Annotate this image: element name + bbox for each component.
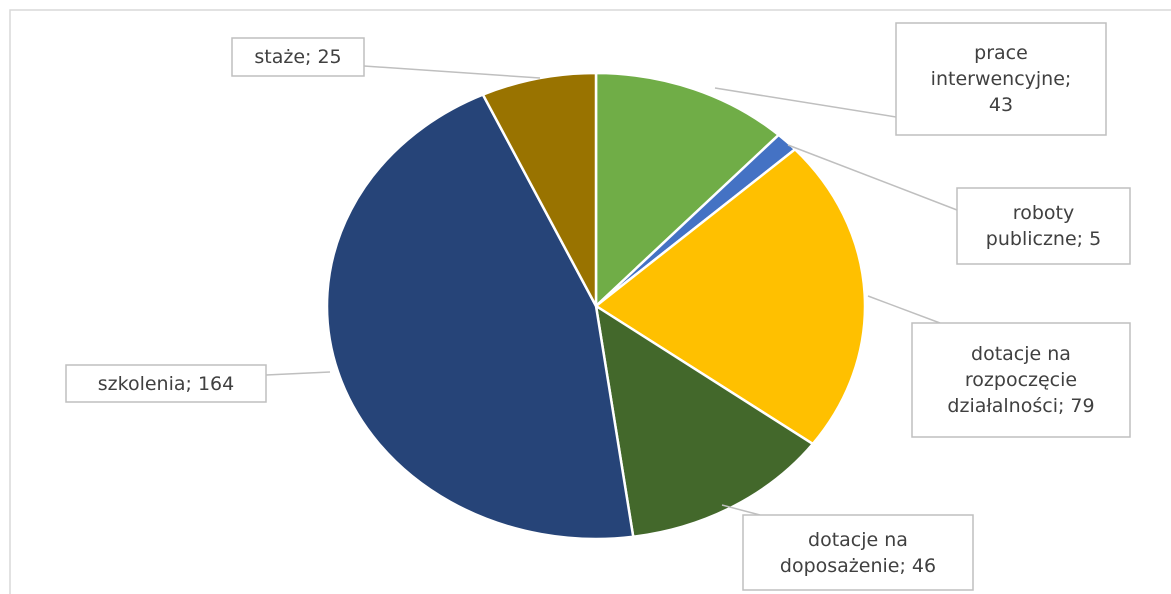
label-wrap: staże; 25 [232,38,364,76]
data-label: roboty publiczne; 5 [985,202,1102,250]
label-wrap: prace interwencyjne; 43 [896,23,1106,135]
label-box [911,322,1131,438]
label-holder: dotacje na rozpoczęcie działalności; 79 [912,323,1130,437]
leader-line [265,371,331,376]
data-label: staże; 25 [254,46,342,68]
leader-line [714,87,897,118]
label-wrap: dotacje na rozpoczęcie działalności; 79 [912,323,1130,437]
label-box [65,364,267,403]
label-holder: szkolenia; 164 [66,365,266,402]
label-box [895,22,1107,136]
chart-frame [9,9,1171,594]
label-box [742,514,974,591]
data-label: dotacje na doposażenie; 46 [779,528,937,577]
leader-line [363,65,541,79]
label-holder: staże; 25 [232,38,364,76]
label-wrap: dotacje na doposażenie; 46 [743,515,973,590]
label-box [231,37,365,77]
pie-slice: dotacje na doposażenie [594,303,815,539]
leader-line [787,144,958,211]
label-wrap: szkolenia; 164 [66,365,266,402]
data-label: dotacje na rozpoczęcie działalności; 79 [947,343,1095,417]
pie-slice: szkolenia [325,93,635,541]
leader-line [867,295,941,324]
data-label: prace interwencyjne; 43 [930,42,1072,116]
data-label: szkolenia; 164 [97,372,235,395]
label-wrap: roboty publiczne; 5 [957,188,1130,264]
label-holder: dotacje na doposażenie; 46 [743,515,973,590]
label-holder: roboty publiczne; 5 [957,188,1130,264]
leader-line [721,504,761,516]
label-box [956,187,1131,265]
pie-slice: prace interwencyjne [594,71,781,309]
pie-slice: dotacje na rozpoczęcie działalności [593,147,867,446]
label-holder: prace interwencyjne; 43 [896,23,1106,135]
